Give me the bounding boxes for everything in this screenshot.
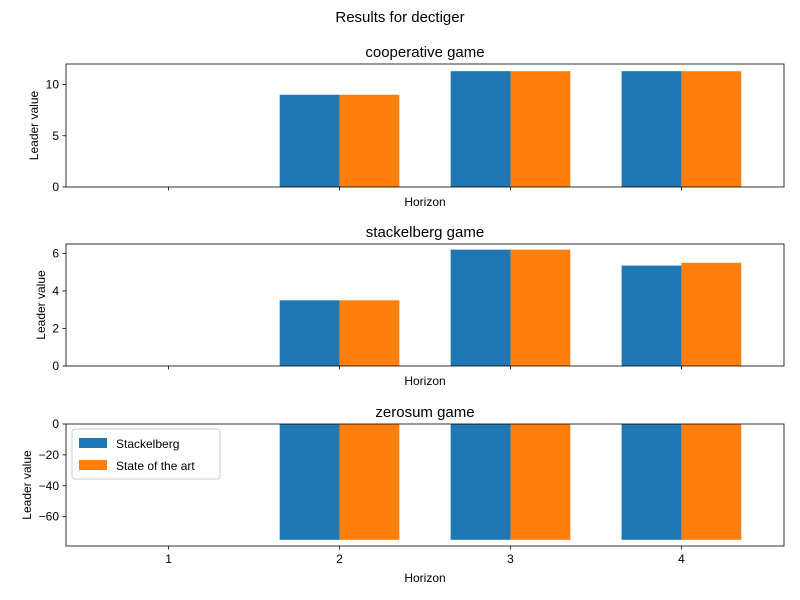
bar-state-of-the-art-h4 [681,262,742,366]
x-tick-label: 1 [165,552,172,566]
y-tick-label: −40 [39,479,60,493]
subplot-title: zerosum game [375,404,474,421]
x-axis-label: Horizon [404,195,445,209]
bar-stackelberg-h4 [621,265,682,366]
subplot-2: 0 2 4 6 stackelberg game Horizon Leader value [34,224,785,388]
bar-stackelberg-h2 [279,300,340,366]
y-tick-label: 2 [52,321,59,335]
y-tick-label: 0 [52,180,59,194]
y-tick-label: −60 [39,510,60,524]
legend-swatch-stackelberg [79,438,107,448]
x-tick-label: 2 [336,552,343,566]
x-tick-label: 4 [678,552,685,566]
y-axis-label: Leader value [20,450,34,520]
axes-frame [65,63,785,188]
axes-frame [65,423,785,547]
y-tick-label: 0 [52,417,59,431]
subplot-title: cooperative game [365,44,484,61]
subplot-title: stackelberg game [366,224,484,241]
legend-swatch-state-of-the-art [79,460,107,470]
subplot-3: −60 −40 −20 0 1 2 3 4 zerosum game Horizon Leader … [20,404,785,585]
figure-title: Results for dectiger [335,9,465,26]
y-axis-label: Leader value [27,90,41,160]
legend-box [71,428,221,480]
legend-label-stackelberg: Stackelberg [116,437,179,451]
x-axis-label: Horizon [404,571,445,585]
y-tick-label: −20 [39,448,60,462]
bar-stackelberg-h2 [279,424,340,540]
x-tick-label: 3 [507,552,514,566]
subplot-1: 0 5 10 cooperative game Horizon Leader value [27,44,785,209]
y-tick-label: 0 [52,359,59,373]
bar-state-of-the-art-h3 [510,249,571,366]
y-tick-label: 4 [52,284,59,298]
y-tick-label: 6 [52,246,59,260]
bar-stackelberg-h3 [450,249,511,366]
bar-state-of-the-art-h4 [681,71,742,187]
bar-state-of-the-art-h4 [681,424,742,540]
bar-stackelberg-h2 [279,94,340,187]
bar-state-of-the-art-h3 [510,71,571,187]
bar-stackelberg-h3 [450,71,511,187]
bar-stackelberg-h4 [621,71,682,187]
legend-label-state-of-the-art: State of the art [116,459,195,473]
y-axis-label: Leader value [34,270,48,340]
axes-frame [65,243,785,367]
bar-stackelberg-h3 [450,424,511,540]
bar-stackelberg-h4 [621,424,682,540]
legend: Stackelberg State of the art [71,428,221,480]
y-tick-label: 10 [46,78,60,92]
bar-state-of-the-art-h2 [339,94,400,187]
y-tick-label: 5 [52,129,59,143]
bar-state-of-the-art-h2 [339,300,400,366]
x-axis-label: Horizon [404,374,445,388]
bar-state-of-the-art-h2 [339,424,400,540]
bar-state-of-the-art-h3 [510,424,571,540]
